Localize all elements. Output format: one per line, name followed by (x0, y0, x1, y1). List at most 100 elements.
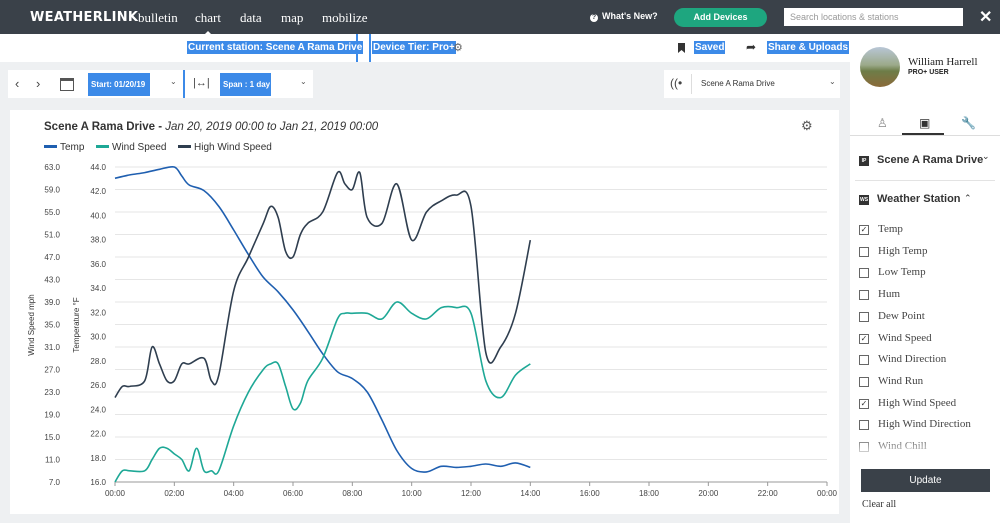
legend-item-wind-speed[interactable]: Wind Speed (96, 142, 166, 153)
checkbox-label: High Wind Direction (878, 418, 971, 431)
weather-station-section-title[interactable]: Weather Station (877, 193, 961, 205)
chart-axis-labels: 7.0 11.0 15.0 19.0 23.0 27.0 31.0 35.0 39.0 43.0 4… (27, 163, 838, 498)
x-tick-label: 00:00 (105, 489, 126, 498)
wind-tick-label: 11.0 (45, 456, 61, 465)
wind-tick-label: 35.0 (44, 321, 60, 330)
start-date-picker[interactable]: Start: 01/20/19 (88, 73, 150, 96)
checkbox[interactable]: ✓ (859, 333, 869, 344)
checkbox[interactable] (859, 246, 869, 257)
nav-mobilize[interactable]: mobilize (322, 10, 368, 25)
temp-tick-label: 36.0 (90, 260, 106, 269)
checkbox-label: Wind Run (878, 374, 924, 387)
chart-date-range: Jan 20, 2019 00:00 to Jan 21, 2019 00:00 (165, 121, 379, 133)
temp-tick-label: 30.0 (90, 333, 106, 342)
whats-new-link[interactable]: ? What's New? (590, 11, 658, 22)
wifi-icon: ((• (670, 76, 683, 90)
temp-tick-label: 26.0 (90, 381, 106, 390)
wind-tick-label: 23.0 (44, 388, 60, 397)
wind-tick-label: 39.0 (44, 298, 60, 307)
share-uploads-link[interactable]: Share & Uploads (767, 41, 850, 54)
chevron-down-icon[interactable]: ⌄ (170, 77, 177, 86)
span-selector[interactable]: Span : 1 day (220, 73, 271, 96)
checkbox[interactable] (859, 355, 869, 366)
saved-link[interactable]: Saved (694, 41, 726, 54)
checkbox[interactable] (859, 311, 869, 322)
wind-tick-label: 7.0 (49, 478, 61, 487)
checkbox-label: Wind Speed (878, 331, 932, 344)
chevron-down-icon[interactable]: ⌄ (982, 151, 990, 161)
person-icon[interactable]: ♙ (877, 116, 888, 130)
station-selector[interactable] (664, 70, 840, 98)
chevron-down-icon[interactable]: ⌄ (300, 77, 307, 86)
user-tier: PRO+ USER (908, 69, 949, 76)
share-icon[interactable]: ➦ (746, 40, 757, 54)
checkbox[interactable]: ✓ (859, 398, 869, 409)
sidebar-divider (855, 180, 995, 181)
station-selector-label: Scene A Rama Drive (701, 79, 775, 88)
chevron-down-icon[interactable]: ⌄ (829, 77, 836, 86)
bookmark-icon[interactable] (678, 43, 685, 53)
active-nav-indicator (203, 31, 213, 36)
wind-tick-label: 63.0 (44, 163, 60, 172)
chart-title: Scene A Rama Drive - Jan 20, 2019 00:00 … (44, 121, 378, 133)
checkbox[interactable] (859, 268, 869, 279)
checkbox[interactable] (859, 420, 869, 431)
x-tick-label: 12:00 (461, 489, 482, 498)
search-input[interactable] (784, 8, 963, 26)
temp-tick-label: 42.0 (90, 187, 106, 196)
gear-icon[interactable]: ⚙ (453, 42, 463, 54)
x-tick-label: 02:00 (164, 489, 185, 498)
checkbox[interactable] (859, 290, 869, 301)
top-navigation-bar: WEATHERLINK bulletin chart data map mobi… (0, 0, 1000, 36)
wind-tick-label: 47.0 (44, 253, 60, 262)
active-tab-indicator (902, 133, 944, 135)
previous-arrow-icon[interactable]: ‹ (15, 76, 20, 91)
x-tick-label: 14:00 (520, 489, 541, 498)
wind-tick-label: 19.0 (44, 411, 60, 420)
nav-map[interactable]: map (281, 10, 304, 25)
chart-settings-gear-icon[interactable]: ⚙ (801, 118, 813, 133)
x-tick-label: 00:00 (817, 489, 838, 498)
legend-item-temp[interactable]: Temp (44, 142, 84, 153)
checkbox[interactable] (859, 376, 869, 387)
wind-axis-title: Wind Speed mph (27, 294, 36, 355)
legend-label: Temp (60, 142, 85, 153)
add-devices-button[interactable]: Add Devices (674, 8, 767, 27)
nav-chart[interactable]: chart (195, 10, 221, 25)
legend-label: Wind Speed (112, 142, 167, 153)
station-section-title[interactable]: Scene A Rama Drive (877, 154, 984, 166)
span-icon: |↔| (193, 77, 210, 89)
nav-data[interactable]: data (240, 10, 262, 25)
wind-tick-label: 55.0 (44, 208, 60, 217)
clear-all-link[interactable]: Clear all (862, 499, 897, 510)
legend-swatch (178, 144, 191, 148)
next-arrow-icon[interactable]: › (36, 76, 41, 91)
x-tick-label: 20:00 (698, 489, 719, 498)
wrench-icon[interactable]: 🔧 (961, 116, 976, 130)
x-tick-label: 10:00 (402, 489, 423, 498)
temp-tick-label: 18.0 (90, 454, 106, 463)
chart-grid (114, 166, 828, 486)
close-icon[interactable]: ✕ (979, 9, 993, 26)
device-icon[interactable]: ▣ (919, 116, 931, 130)
legend-item-high-wind-speed[interactable]: High Wind Speed (178, 142, 272, 153)
checkbox-label: Wind Direction (878, 353, 947, 366)
station-badge-icon: IP (859, 156, 869, 166)
checkbox[interactable]: ✓ (859, 225, 869, 235)
wind-tick-label: 59.0 (44, 186, 60, 195)
weatherlink-logo[interactable]: WEATHERLINK (30, 10, 139, 25)
temp-tick-label: 24.0 (90, 405, 106, 414)
calendar-icon[interactable] (60, 78, 74, 91)
weather-station-badge-icon: WS (859, 195, 869, 205)
list-fade (852, 436, 998, 456)
avatar[interactable] (860, 47, 900, 87)
chevron-up-icon[interactable]: ⌃ (964, 193, 972, 203)
chart-station-name: Scene A Rama Drive - (44, 121, 163, 133)
update-button[interactable]: Update (861, 469, 990, 492)
legend-swatch (44, 144, 57, 148)
nav-bulletin[interactable]: bulletin (138, 10, 178, 25)
question-icon: ? (590, 14, 598, 22)
x-tick-label: 18:00 (639, 489, 660, 498)
station-divider (691, 74, 692, 94)
checkbox-label: High Wind Speed (878, 396, 957, 409)
